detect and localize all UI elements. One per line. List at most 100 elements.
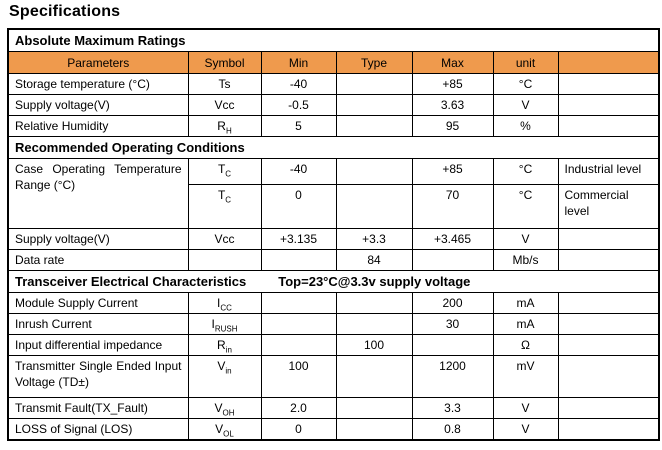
table-row: Case Operating Temperature Range (°C) TC…	[7, 158, 660, 229]
cell-min: -40	[260, 73, 337, 95]
cell-type: +3.3	[335, 228, 413, 250]
cell-min: 2.0	[260, 397, 337, 419]
cell-parameter: Supply voltage(V)	[7, 228, 189, 250]
cell-note	[557, 249, 660, 271]
cell-max: 30	[411, 313, 494, 335]
table-row: Input differential impedance Rin 100 Ω	[7, 334, 660, 356]
cell-min: -0.5	[260, 94, 337, 116]
table-row: Supply voltage(V) Vcc -0.5 3.63 V	[7, 94, 660, 116]
cell-unit: Ω	[492, 334, 559, 356]
cell-type	[335, 158, 413, 185]
table-row: Data rate 84 Mb/s	[7, 249, 660, 271]
cell-note	[557, 292, 660, 314]
cell-symbol	[187, 249, 262, 271]
cell-min: -40	[260, 158, 337, 185]
column-header-unit: unit	[492, 51, 559, 74]
cell-min	[260, 292, 337, 314]
column-header-max: Max	[411, 51, 494, 74]
table-row: Storage temperature (°C) Ts -40 +85 °C	[7, 73, 660, 95]
specifications-table: Absolute Maximum Ratings Parameters Symb…	[7, 28, 661, 441]
column-header-min: Min	[260, 51, 337, 74]
cell-symbol: TC	[187, 158, 262, 185]
section-title-cell: Absolute Maximum Ratings	[7, 28, 660, 52]
section-row-recommended-operating-conditions: Recommended Operating Conditions	[7, 136, 660, 159]
cell-unit: V	[492, 418, 559, 441]
cell-note	[557, 313, 660, 335]
cell-parameter: LOSS of Signal (LOS)	[7, 418, 189, 441]
cell-note	[557, 73, 660, 95]
cell-symbol: Vcc	[187, 94, 262, 116]
table-row: Module Supply Current ICC 200 mA	[7, 292, 660, 314]
cell-symbol: Rin	[187, 334, 262, 356]
column-header-type: Type	[335, 51, 413, 74]
section-title: Absolute Maximum Ratings	[15, 33, 186, 48]
cell-unit: mA	[492, 292, 559, 314]
section-title-cell: Recommended Operating Conditions	[7, 136, 660, 159]
cell-symbol: IRUSH	[187, 313, 262, 335]
cell-symbol: Vin	[187, 355, 262, 398]
cell-max: +85	[411, 73, 494, 95]
cell-parameter: Transmitter Single Ended Input Voltage (…	[7, 355, 189, 398]
cell-min: +3.135	[260, 228, 337, 250]
cell-parameter: Transmit Fault(TX_Fault)	[7, 397, 189, 419]
cell-type	[335, 397, 413, 419]
table-row: Relative Humidity RH 5 95 %	[7, 115, 660, 137]
cell-unit: %	[492, 115, 559, 137]
cell-parameter: Module Supply Current	[7, 292, 189, 314]
cell-unit: V	[492, 397, 559, 419]
cell-note	[557, 228, 660, 250]
table-row: Transmitter Single Ended Input Voltage (…	[7, 355, 660, 398]
column-header-row: Parameters Symbol Min Type Max unit	[7, 51, 660, 74]
cell-symbol: VOL	[187, 418, 262, 441]
cell-max: +3.465	[411, 228, 494, 250]
cell-min: 0	[260, 184, 337, 229]
cell-note	[557, 94, 660, 116]
cell-unit: °C	[492, 158, 559, 185]
cell-parameter: Relative Humidity	[7, 115, 189, 137]
cell-type	[335, 73, 413, 95]
column-header-symbol: Symbol	[187, 51, 262, 74]
document-page: Specifications Absolute Maximum Ratings …	[0, 3, 662, 441]
cell-note	[557, 418, 660, 441]
cell-symbol: RH	[187, 115, 262, 137]
cell-note	[557, 355, 660, 398]
cell-symbol: Vcc	[187, 228, 262, 250]
cell-max: 70	[411, 184, 494, 229]
cell-symbol: TC	[187, 184, 262, 229]
cell-max	[411, 249, 494, 271]
cell-note	[557, 397, 660, 419]
cell-note: Commercial level	[557, 184, 660, 229]
section-row-transceiver-electrical-characteristics: Transceiver Electrical Characteristics To…	[7, 270, 660, 293]
section-condition-note: Top=23°C@3.3v supply voltage	[278, 274, 471, 289]
cell-type	[335, 418, 413, 441]
cell-parameter: Supply voltage(V)	[7, 94, 189, 116]
cell-max	[411, 334, 494, 356]
cell-parameter: Storage temperature (°C)	[7, 73, 189, 95]
section-row-absolute-maximum-ratings: Absolute Maximum Ratings	[7, 28, 660, 52]
section-title-cell: Transceiver Electrical Characteristics To…	[7, 270, 660, 293]
cell-type	[335, 292, 413, 314]
cell-symbol: VOH	[187, 397, 262, 419]
cell-min	[260, 334, 337, 356]
section-title: Transceiver Electrical Characteristics	[15, 274, 247, 289]
cell-max: 95	[411, 115, 494, 137]
column-header-note	[557, 51, 660, 74]
cell-max: 3.3	[411, 397, 494, 419]
cell-type	[335, 355, 413, 398]
cell-unit: °C	[492, 184, 559, 229]
cell-max: 1200	[411, 355, 494, 398]
table-row: Inrush Current IRUSH 30 mA	[7, 313, 660, 335]
cell-unit: mV	[492, 355, 559, 398]
table-row: Transmit Fault(TX_Fault) VOH 2.0 3.3 V	[7, 397, 660, 419]
cell-symbol: ICC	[187, 292, 262, 314]
cell-type	[335, 94, 413, 116]
column-header-parameters: Parameters	[7, 51, 189, 74]
cell-type	[335, 115, 413, 137]
cell-max: 200	[411, 292, 494, 314]
cell-parameter: Inrush Current	[7, 313, 189, 335]
cell-min	[260, 249, 337, 271]
cell-unit: V	[492, 228, 559, 250]
cell-min	[260, 313, 337, 335]
cell-note	[557, 334, 660, 356]
cell-parameter: Case Operating Temperature Range (°C)	[7, 158, 189, 229]
